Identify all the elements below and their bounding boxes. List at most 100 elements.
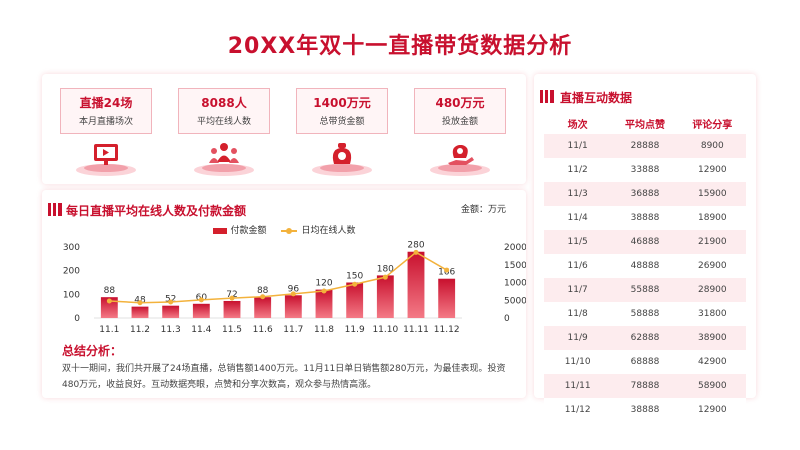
legend-item-line: 日均在线人数 [281,223,355,236]
table-cell: 38888 [630,213,660,223]
live-screen-icon [76,144,136,176]
line-point [137,300,143,306]
kpi-label: 平均在线人数 [196,117,251,127]
interaction-title: 直播互动数据 [560,91,633,105]
kpi-label: 总带货金额 [319,117,365,127]
table-cell: 11/11 [564,381,591,391]
chart-legend: 付款金额 日均在线人数 [42,223,526,236]
bar [100,297,118,318]
table-cell: 11/12 [564,405,591,415]
bar [223,300,241,318]
interaction-panel: 直播互动数据 场次 平均点赞 评论分享 11/1 28888 8900 11/2 338… [534,74,756,422]
x-tick-label: 11.10 [372,325,398,335]
page-title: 20XX年双十一直播带货数据分析 [227,34,573,59]
table-row: 11/3 36888 15900 [544,182,746,206]
table-cell: 78888 [630,381,660,391]
x-tick-label: 11.1 [99,325,119,335]
table-cell: 42900 [698,357,727,367]
table-cell: 28900 [698,285,727,295]
line-point [198,297,204,303]
y-left-tick-label: 200 [63,267,80,277]
bar [315,289,333,318]
bar [254,297,272,318]
kpi-value: 480万元 [435,96,485,110]
x-tick-label: 11.12 [434,325,460,335]
table-row: 11/5 46888 21900 [544,230,746,254]
summary-text: 双十一期间，我们共开展了24场直播，总销售额1400万元。11月11日单日销售额… [62,364,506,390]
table-cell: 33888 [630,165,660,175]
table-cell: 36888 [630,189,660,199]
table-cell: 12900 [698,165,727,175]
bar-value-label: 150 [346,272,363,282]
section-marker [48,203,62,216]
column-header: 场次 [567,119,588,131]
x-tick-label: 11.4 [191,325,211,335]
audience-icon [194,143,254,176]
x-tick-label: 11.11 [403,325,429,335]
line-point [444,267,450,273]
table-cell: 68888 [630,357,660,367]
y-left-tick-label: 0 [74,314,80,324]
line-point [168,299,174,305]
table-cell: 12900 [698,405,727,415]
column-header: 评论分享 [692,119,733,131]
table-cell: 31800 [698,309,727,319]
table-cell: 21900 [698,237,727,247]
table-cell: 48888 [630,261,660,271]
money-bag-icon [312,143,372,176]
table-cell: 8900 [700,141,724,151]
table-cell: 11/5 [567,237,588,247]
bar-value-label: 72 [226,290,237,300]
investment-icon [430,145,490,176]
line-point [106,298,112,304]
kpi-value: 8088人 [201,96,247,110]
table-row: 11/10 68888 42900 [544,350,746,374]
table-cell: 11/7 [567,285,588,295]
line-point [413,249,419,255]
table-cell: 62888 [630,333,660,343]
table-cell: 38900 [698,333,727,343]
table-row: 11/12 38888 12900 [544,398,746,422]
y-right-tick-label: 20000 [504,243,526,253]
line-point [290,291,296,297]
bar-value-label: 180 [377,264,394,274]
section-marker [540,90,554,103]
series-line [109,251,448,304]
chart-panel: 每日直播平均在线人数及付款金额 金额：万元 付款金额 日均在线人数 0 100 20… [42,190,526,398]
interaction-table: 场次 平均点赞 评论分享 11/1 28888 8900 11/2 33888 12900… [544,112,746,422]
column-header: 平均点赞 [624,119,665,131]
line-point [382,274,388,280]
table-cell: 15900 [698,189,727,199]
table-cell: 11/1 [567,141,588,151]
table-row: 11/9 62888 38900 [544,326,746,350]
y-right-tick-label: 10000 [504,279,526,289]
kpi-value: 直播24场 [79,96,133,110]
bar [192,303,210,318]
bar-value-label: 120 [315,279,332,289]
line-point [229,295,235,301]
table-cell: 28888 [630,141,660,151]
y-right-tick-label: 5000 [504,296,526,306]
kpi-card-audience: 8088人 平均在线人数 [178,88,270,134]
legend-label: 付款金额 [230,226,267,236]
table-row: 11/11 78888 58900 [544,374,746,398]
table-cell: 55888 [630,285,660,295]
kpi-card-sessions: 直播24场 本月直播场次 [60,88,152,134]
table-row: 11/2 33888 12900 [544,158,746,182]
table-row: 11/7 55888 28900 [544,278,746,302]
chart-title: 每日直播平均在线人数及付款金额 [66,204,247,218]
bar-value-label: 280 [407,241,424,251]
table-cell: 11/6 [567,261,588,271]
table-cell: 11/2 [567,165,588,175]
legend-label: 日均在线人数 [301,226,356,236]
y-right-tick-label: 0 [504,314,510,324]
table-cell: 11/4 [567,213,588,223]
chart-plot: 0100200300050001000015000200008811.14811… [63,241,526,335]
table-cell: 38888 [630,405,660,415]
x-tick-label: 11.2 [130,325,150,335]
bar [407,251,425,318]
table-row: 11/1 28888 8900 [544,134,746,158]
unit-note: 金额：万元 [460,205,506,215]
y-left-tick-label: 100 [63,290,80,300]
